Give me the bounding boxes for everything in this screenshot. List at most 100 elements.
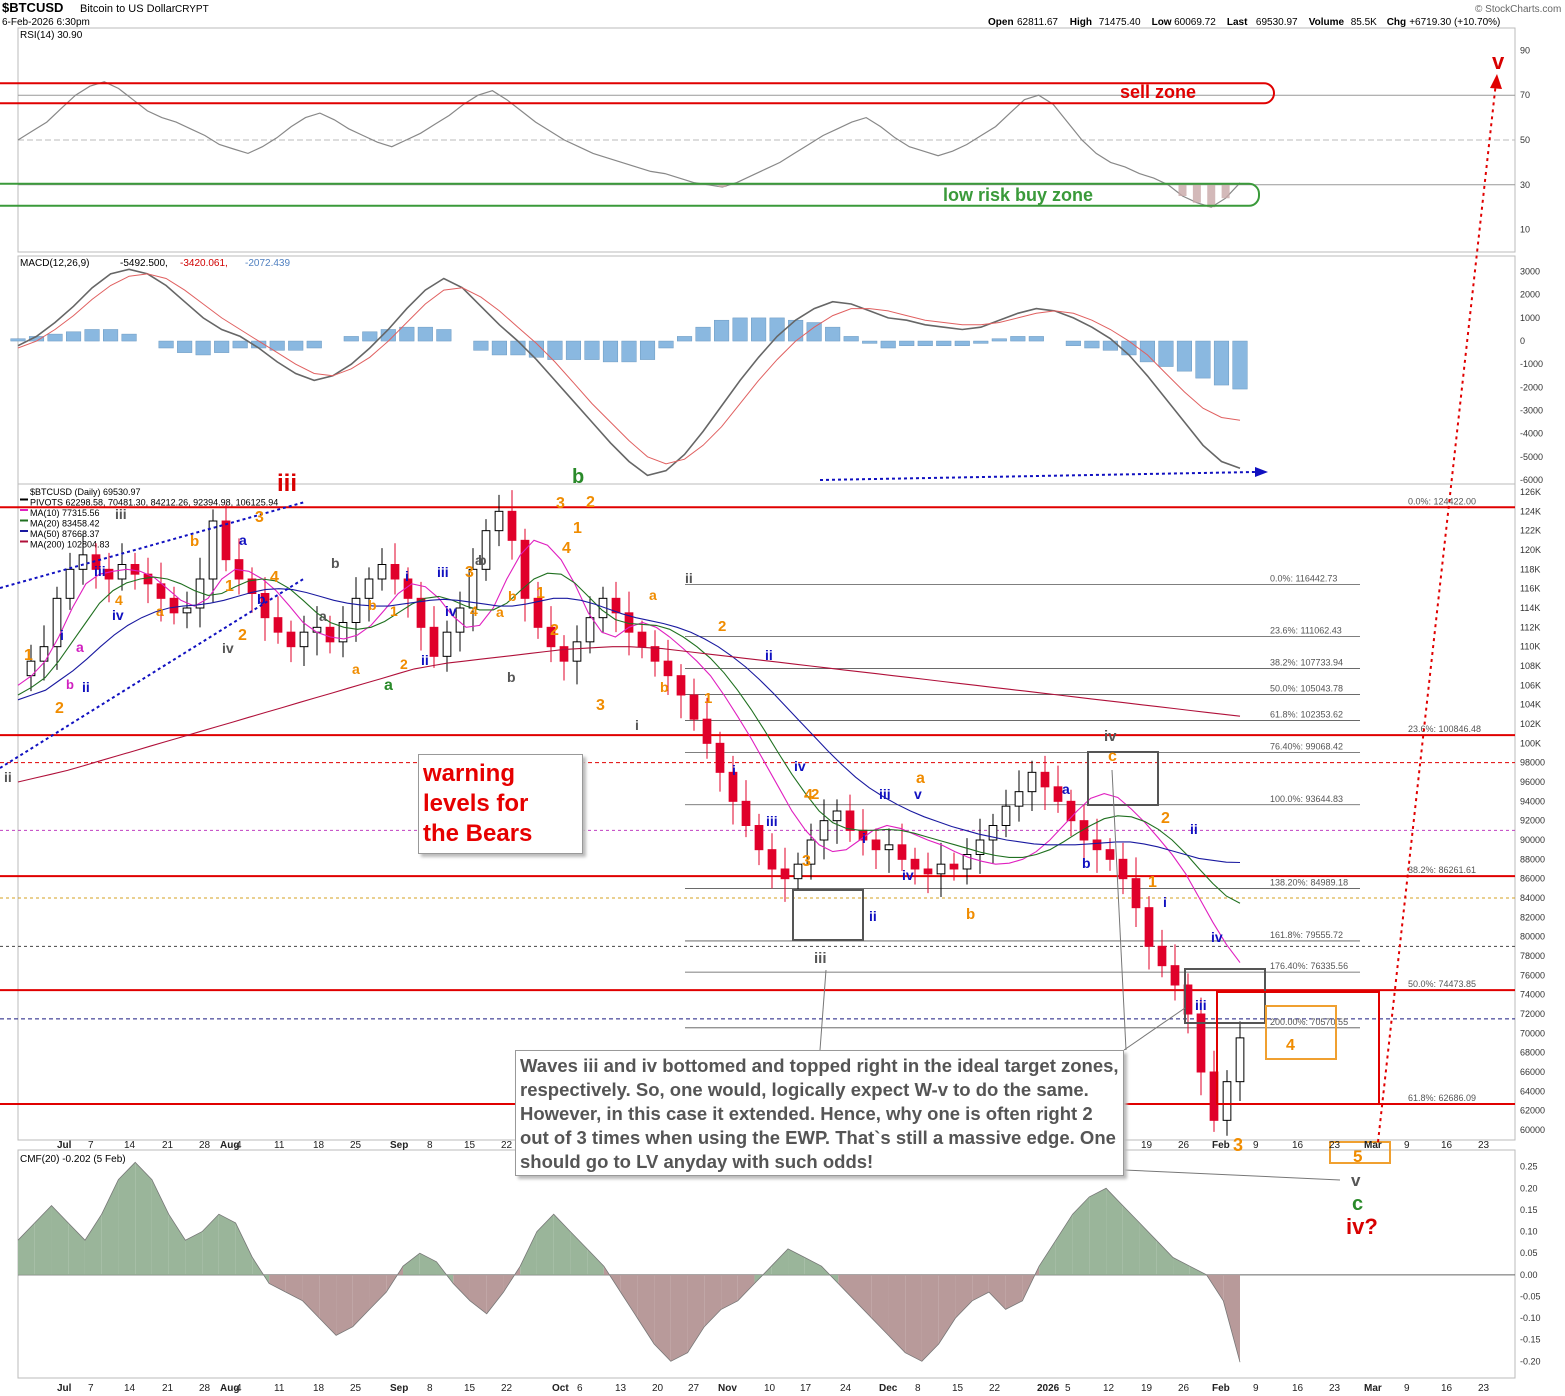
x-label-mid-6: 4	[236, 1140, 242, 1151]
candle-body	[182, 607, 192, 614]
x-label-mid-36: Mar	[1364, 1140, 1382, 1151]
price-tick-4: 118K	[1520, 564, 1540, 574]
wave-label-22: 3	[802, 853, 811, 870]
cmf-tick-6: -0.05	[1520, 1291, 1541, 1301]
candle-body	[325, 626, 335, 643]
cmf-area-segment	[218, 1214, 236, 1275]
ohlc-label-0: Open	[988, 17, 1014, 28]
candle-body	[169, 597, 179, 614]
candle-body	[312, 626, 322, 633]
wave-label-57: 2	[238, 627, 247, 644]
macd-signal-value: -3420.061,	[180, 258, 228, 269]
cmf-area-segment	[570, 1231, 588, 1275]
x-label-bottom-11: 8	[427, 1383, 433, 1394]
macd-hist-bar	[639, 340, 656, 360]
macd-hist-bar	[1010, 336, 1026, 342]
cmf-area-segment	[1156, 1240, 1174, 1275]
rsi-oversold-fill	[1221, 184, 1230, 199]
candle-body	[1170, 965, 1180, 986]
macd-hist-bar	[1176, 340, 1193, 372]
cmf-area-segment	[436, 1261, 454, 1284]
x-label-mid-10: Sep	[390, 1140, 408, 1151]
macd-hist-bar	[399, 326, 415, 342]
cmf-area-segment	[988, 1274, 1006, 1310]
macd-hist-bar	[1065, 340, 1081, 346]
cmf-area-segment	[34, 1205, 52, 1275]
x-label-mid-9: 25	[350, 1140, 362, 1151]
cmf-area-segment	[151, 1179, 169, 1275]
cmf-area-segment	[654, 1274, 671, 1362]
wave-label-29: v	[914, 786, 922, 802]
price-tick-14: 98000	[1520, 758, 1545, 768]
macd-hist-bar	[1232, 340, 1248, 390]
macd-hist-bar	[602, 340, 619, 363]
candle-body	[806, 839, 816, 865]
macd-tick-6: -3000	[1520, 406, 1543, 416]
x-label-bottom-31: 26	[1178, 1383, 1190, 1394]
candle-body	[585, 617, 595, 643]
wave-label-48: ii	[82, 679, 90, 695]
candle-body	[689, 694, 699, 720]
wave-label-4: c	[1352, 1193, 1363, 1215]
x-label-mid-32: Feb	[1212, 1140, 1230, 1151]
candle-body	[1196, 1013, 1206, 1073]
price-tick-13: 100K	[1520, 738, 1541, 748]
cmf-area-segment	[620, 1274, 638, 1319]
ohlc-label-1: High	[1070, 17, 1092, 28]
price-tick-12: 102K	[1520, 719, 1541, 729]
wave-label-15: ii	[685, 570, 693, 586]
cmf-area-segment	[453, 1274, 470, 1301]
cmf-area-segment	[771, 1248, 789, 1275]
fib-inner-label-2: 38.2%: 107733.94	[1270, 658, 1343, 668]
cmf-area-segment	[871, 1274, 889, 1336]
x-label-bottom-37: 9	[1404, 1383, 1410, 1394]
wave-label-44: 5	[1353, 1147, 1362, 1166]
wave-label-50: b	[66, 677, 74, 692]
candle-body	[832, 810, 842, 822]
rsi-tick-1: 70	[1520, 90, 1530, 100]
wave-label-1: b	[572, 466, 584, 488]
macd-hist-bar	[621, 340, 637, 363]
macd-hist-bar	[825, 326, 841, 342]
macd-hist-bar	[880, 340, 896, 349]
candle-body	[1001, 805, 1011, 827]
wave-label-25: i	[862, 830, 866, 846]
cmf-area-segment	[704, 1274, 722, 1327]
cmf-area-segment	[553, 1214, 571, 1275]
macd-line	[17, 268, 1241, 477]
wave-label-7: 2	[586, 494, 595, 511]
price-tick-30: 66000	[1520, 1067, 1545, 1077]
candle-body	[897, 844, 907, 860]
fib-inner-label-5: 76.40%: 99068.42	[1270, 741, 1343, 751]
macd-hist-bar	[1028, 336, 1044, 342]
wave-label-9: 4	[562, 540, 571, 557]
candle-body	[1235, 1037, 1245, 1083]
wave-label-68: 1	[390, 603, 398, 619]
wave-label-62: 4	[270, 569, 279, 586]
macd-hist-bar	[1139, 340, 1155, 363]
price-tick-11: 104K	[1520, 700, 1541, 710]
cmf-area-segment	[1005, 1274, 1023, 1310]
channel-upper-line	[0, 501, 306, 589]
candle-body	[377, 564, 387, 580]
wave-5-target-box	[1329, 1141, 1391, 1164]
x-label-bottom-14: Oct	[552, 1383, 569, 1394]
candle-body	[559, 646, 569, 662]
fib-inner-label-8: 161.8%: 79555.72	[1270, 930, 1343, 940]
wave-label-78: a	[475, 552, 483, 568]
macd-hist-bar	[177, 340, 193, 353]
macd-hist-bar	[695, 326, 711, 342]
x-label-bottom-29: 12	[1103, 1383, 1115, 1394]
macd-hist-bar	[936, 340, 952, 346]
candle-body	[494, 510, 504, 532]
macd-hist-bar	[473, 340, 489, 351]
cmf-tick-2: 0.15	[1520, 1205, 1538, 1215]
candle-body	[273, 617, 283, 633]
cmf-area-segment	[687, 1274, 705, 1353]
wave-label-24: iii	[814, 950, 827, 967]
wave-label-41: iv	[1211, 929, 1223, 945]
wave-label-0: iii	[277, 470, 297, 497]
cmf-tick-7: -0.10	[1520, 1313, 1541, 1323]
x-label-mid-0: Jul	[57, 1140, 72, 1151]
macd-panel-frame	[17, 255, 1516, 485]
